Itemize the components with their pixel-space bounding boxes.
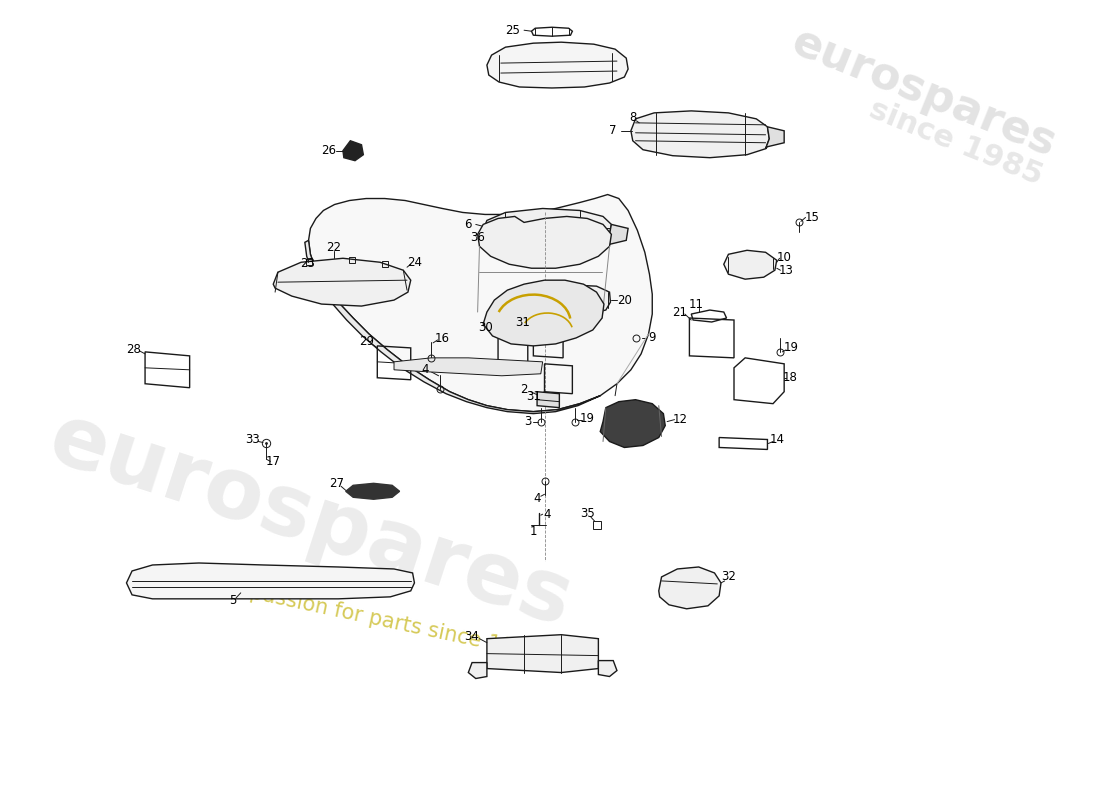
Polygon shape: [487, 634, 598, 673]
Polygon shape: [598, 661, 617, 677]
Text: 14: 14: [769, 433, 784, 446]
Text: 13: 13: [779, 264, 793, 277]
Polygon shape: [343, 141, 363, 161]
Polygon shape: [766, 127, 784, 149]
Text: 23: 23: [300, 257, 315, 270]
Text: 20: 20: [617, 294, 631, 306]
Polygon shape: [601, 400, 666, 447]
Text: 17: 17: [266, 455, 280, 468]
Polygon shape: [469, 662, 487, 678]
Text: 2: 2: [520, 383, 528, 396]
Text: 22: 22: [326, 241, 341, 254]
Text: 4: 4: [421, 363, 429, 376]
Polygon shape: [273, 258, 410, 306]
Text: 32: 32: [720, 570, 736, 583]
Text: a passion for parts since 1985: a passion for parts since 1985: [229, 578, 541, 663]
Polygon shape: [552, 285, 611, 314]
Text: 27: 27: [329, 477, 344, 490]
Text: 8: 8: [629, 111, 637, 124]
Text: 25: 25: [506, 24, 520, 37]
Polygon shape: [309, 194, 652, 412]
Text: 33: 33: [245, 433, 261, 446]
Text: 4: 4: [534, 492, 541, 505]
Text: 26: 26: [321, 144, 337, 158]
Text: 18: 18: [782, 371, 797, 384]
Text: 3: 3: [524, 415, 531, 428]
Text: 30: 30: [477, 322, 493, 334]
Text: 5: 5: [229, 594, 236, 607]
Polygon shape: [482, 209, 612, 250]
Text: 7: 7: [608, 124, 616, 138]
Text: 15: 15: [804, 211, 820, 224]
Text: 24: 24: [407, 256, 422, 269]
Text: 29: 29: [359, 335, 374, 349]
Text: 12: 12: [672, 413, 688, 426]
Polygon shape: [483, 280, 604, 346]
Text: eurospares: eurospares: [39, 398, 582, 645]
Text: 19: 19: [784, 342, 799, 354]
Text: 6: 6: [464, 218, 472, 231]
Text: 9: 9: [649, 331, 656, 345]
Text: 31: 31: [515, 315, 529, 329]
Text: since 1985: since 1985: [865, 94, 1047, 191]
Text: 28: 28: [126, 343, 142, 356]
Polygon shape: [487, 42, 628, 88]
Polygon shape: [305, 240, 601, 414]
Polygon shape: [659, 567, 720, 609]
Text: eurospares: eurospares: [785, 20, 1062, 166]
Polygon shape: [609, 225, 628, 244]
Text: 4: 4: [543, 508, 551, 521]
Text: 10: 10: [777, 250, 792, 264]
Text: 36: 36: [470, 231, 485, 244]
Text: 34: 34: [464, 630, 480, 643]
Text: 1: 1: [529, 525, 537, 538]
Polygon shape: [724, 250, 777, 279]
Polygon shape: [394, 358, 542, 376]
Polygon shape: [345, 483, 399, 499]
Text: 11: 11: [689, 298, 703, 310]
Text: 31: 31: [526, 390, 541, 403]
Text: 35: 35: [580, 506, 595, 520]
Text: 16: 16: [434, 333, 450, 346]
Polygon shape: [631, 111, 769, 158]
Text: 21: 21: [672, 306, 688, 318]
Polygon shape: [477, 217, 612, 268]
Polygon shape: [537, 392, 560, 408]
Text: 19: 19: [580, 412, 595, 425]
Polygon shape: [126, 563, 415, 599]
